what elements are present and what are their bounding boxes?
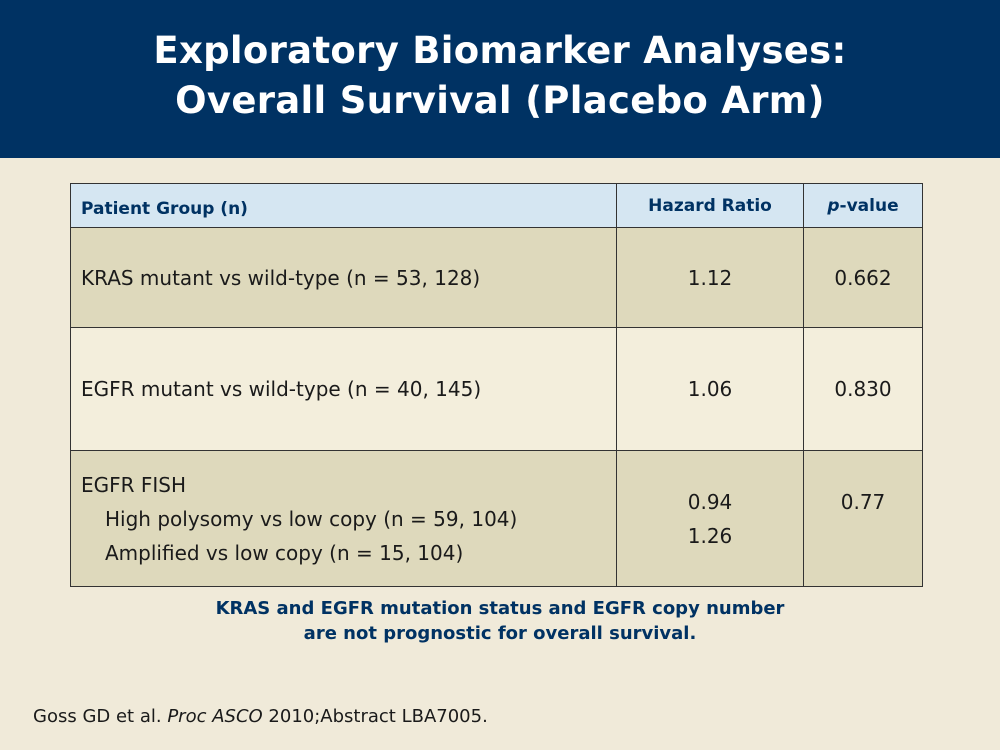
fish-p-value-spacer [814, 519, 912, 553]
title-bar: Exploratory Biomarker Analyses: Overall … [0, 0, 1000, 158]
conclusion-note: KRAS and EGFR mutation status and EGFR c… [0, 596, 1000, 646]
fish-subrow-label: Amplified vs low copy (n = 15, 104) [105, 540, 464, 565]
row-egfr-hazard-ratio: 1.06 [616, 327, 804, 451]
row-egfr-group: EGFR mutant vs wild-type (n = 40, 145) [70, 327, 617, 451]
row-kras-p-value: 0.662 [803, 227, 923, 328]
fish-subrow-label: High polysomy vs low copy (n = 59, 104) [105, 506, 518, 531]
table-header-row: Patient Group (n) Hazard Ratio p-value [70, 183, 923, 228]
row-kras-hazard-ratio: 1.12 [616, 227, 804, 328]
fish-hazard-ratio-value: 0.94 [687, 489, 733, 514]
fish-p-value: 0.77 [840, 489, 886, 514]
citation-rest: 2010;Abstract LBA7005. [268, 706, 488, 727]
row-fish-hazard-ratio: 0.94 1.26 [616, 450, 804, 587]
row-kras-group: KRAS mutant vs wild-type (n = 53, 128) [70, 227, 617, 328]
fish-heading: EGFR FISH [81, 472, 187, 497]
citation-journal: Proc ASCO [167, 706, 263, 727]
header-p-italic: p [827, 195, 840, 216]
citation-authors: Goss GD et al. [33, 706, 162, 727]
row-fish-p-value: 0.77 [803, 450, 923, 587]
slide-title-line-1: Exploratory Biomarker Analyses: [153, 29, 847, 72]
table-row: EGFR mutant vs wild-type (n = 40, 145) 1… [70, 327, 923, 451]
table-row: KRAS mutant vs wild-type (n = 53, 128) 1… [70, 227, 923, 328]
row-egfr-p-value: 0.830 [803, 327, 923, 451]
slide-title-line-2: Overall Survival (Placebo Arm) [175, 79, 825, 122]
header-patient-group: Patient Group (n) [70, 183, 617, 228]
conclusion-line-2: are not prognostic for overall survival. [303, 623, 697, 644]
fish-hazard-ratio-value: 1.26 [687, 523, 733, 548]
header-hazard-ratio: Hazard Ratio [616, 183, 804, 228]
row-fish-group: EGFR FISH High polysomy vs low copy (n =… [70, 450, 617, 587]
conclusion-line-1: KRAS and EGFR mutation status and EGFR c… [215, 598, 785, 619]
header-p-value: p-value [803, 183, 923, 228]
table-row: EGFR FISH High polysomy vs low copy (n =… [70, 450, 923, 587]
header-p-rest: -value [839, 195, 899, 216]
results-table: Patient Group (n) Hazard Ratio p-value K… [70, 183, 923, 587]
citation: Goss GD et al. Proc ASCO 2010;Abstract L… [33, 706, 488, 727]
